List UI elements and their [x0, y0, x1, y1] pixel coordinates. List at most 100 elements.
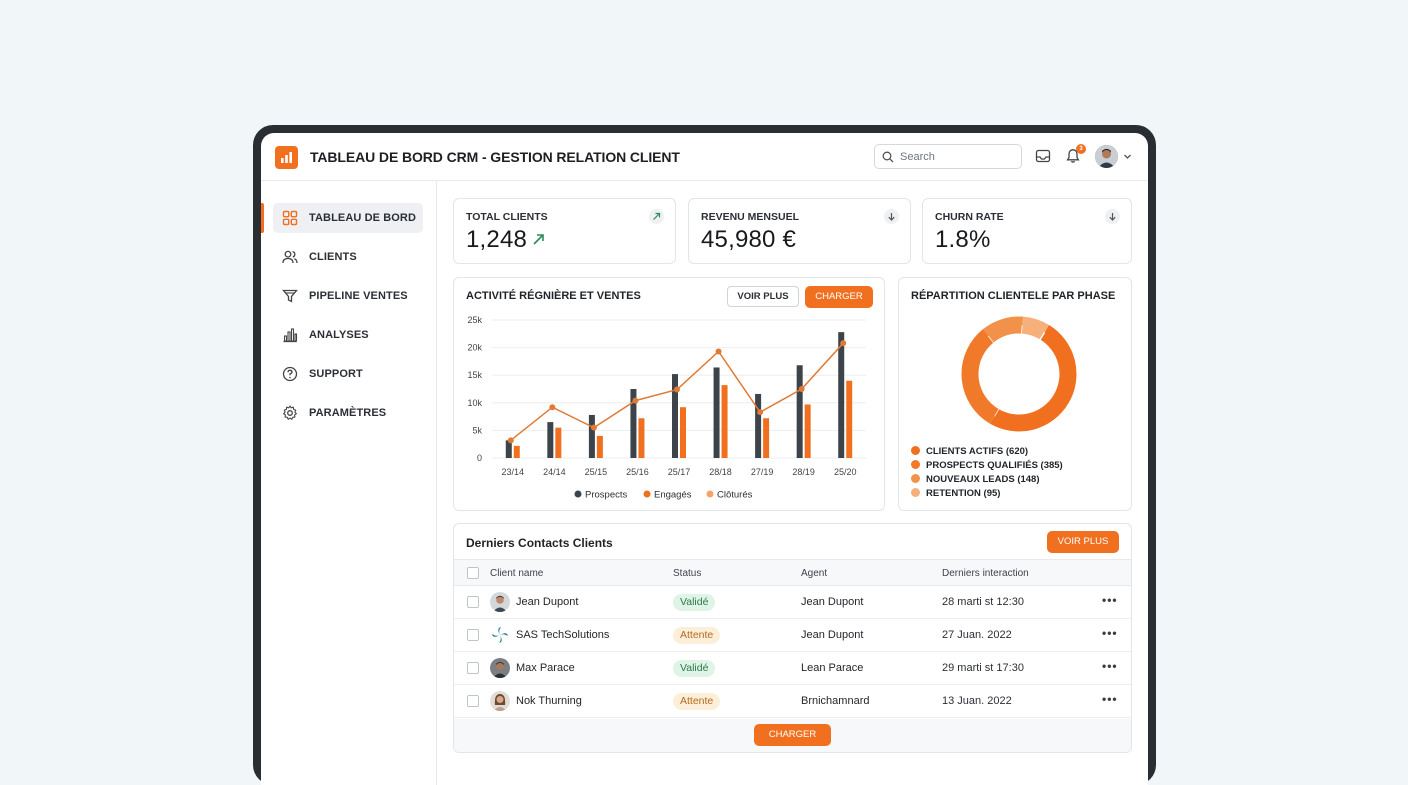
table-row[interactable]: Jean Dupont Validé Jean Dupont 28 marti … [454, 586, 1131, 619]
agent-name: Brnichamnard [801, 695, 870, 707]
legend-dot [911, 474, 920, 483]
point-clotures [715, 348, 722, 355]
legend-label: Clôturés [717, 490, 753, 501]
client-name: Max Parace [516, 662, 575, 674]
bar-engages [555, 427, 562, 458]
see-more-button[interactable]: VOIR PLUS [727, 286, 799, 307]
sidebar-item-label: CLIENTS [309, 251, 357, 263]
donut-slice [961, 329, 999, 424]
grid-icon [282, 210, 298, 226]
slice-separator [987, 335, 995, 344]
column-header[interactable]: Agent [801, 568, 828, 579]
sidebar-item-clients[interactable]: CLIENTS [273, 242, 423, 272]
table-row[interactable]: Nok Thurning Attente Brnichamnard 13 Jua… [454, 685, 1131, 718]
bell-icon[interactable] [1065, 148, 1081, 164]
agent-name: Lean Parace [801, 662, 864, 674]
bar-prospects [547, 422, 554, 458]
bar-prospects [630, 389, 637, 458]
bar-engages [763, 418, 770, 458]
more-options-icon[interactable]: ••• [1102, 593, 1118, 607]
row-checkbox[interactable] [467, 662, 479, 674]
select-all-checkbox[interactable] [467, 567, 479, 579]
legend-dot [574, 490, 582, 498]
row-checkbox[interactable] [467, 629, 479, 641]
point-clotures [632, 397, 639, 404]
bar-engages [513, 445, 520, 458]
app-logo-icon [275, 146, 298, 169]
trend-up-icon [649, 209, 664, 224]
kpi-value: 1.8% [935, 226, 991, 253]
sidebar-item-parametres[interactable]: PARAMÈTRES [273, 398, 423, 428]
kpi-card-total-clients: TOTAL CLIENTS 1,248 [453, 198, 676, 264]
table-footer: CHARGER [454, 719, 1131, 752]
bar-prospects [588, 414, 595, 458]
inbox-icon[interactable] [1035, 148, 1051, 164]
client-name: Jean Dupont [516, 596, 579, 608]
more-options-icon[interactable]: ••• [1102, 692, 1118, 706]
trend-up-arrow-icon [533, 234, 544, 245]
legend-label: NOUVEAUX LEADS (148) [926, 474, 1040, 485]
x-tick-label: 28/18 [709, 467, 732, 477]
legend-dot [706, 490, 714, 498]
arrow-down-icon [1105, 209, 1120, 224]
point-clotures [507, 437, 514, 444]
sidebar-item-label: TABLEAU DE BORD [309, 212, 417, 224]
legend-item-clients-actifs: CLIENTS ACTIFS (620) [911, 446, 1028, 457]
users-icon [282, 250, 298, 264]
x-tick-label: 25/15 [585, 467, 608, 477]
legend-label: PROSPECTS QUALIFIÉS (385) [926, 460, 1063, 471]
status-badge: Attente [673, 693, 721, 710]
contacts-load-button[interactable]: CHARGER [754, 724, 831, 746]
sidebar-item-dashboard[interactable]: TABLEAU DE BORD [261, 203, 423, 233]
kpi-value: 1,248 [466, 226, 528, 253]
column-header[interactable]: Derniers interaction [942, 568, 1029, 579]
x-tick-label: 27/19 [751, 467, 774, 477]
app-window: TABLEAU DE BORD CRM - GESTION RELATION C… [261, 133, 1148, 785]
sidebar: TABLEAU DE BORD CLIENTS PIPELINE VENTES … [261, 181, 437, 785]
load-button[interactable]: CHARGER [805, 286, 873, 308]
last-interaction: 28 marti st 12:30 [942, 596, 1024, 608]
sidebar-item-label: SUPPORT [309, 368, 363, 380]
point-clotures [549, 404, 556, 411]
column-header[interactable]: Client name [490, 568, 544, 579]
column-header[interactable]: Status [673, 568, 702, 579]
x-tick-label: 28/19 [792, 467, 815, 477]
sidebar-item-pipeline[interactable]: PIPELINE VENTES [273, 281, 423, 311]
bar-prospects [755, 393, 762, 458]
last-interaction: 27 Juan. 2022 [942, 629, 1012, 641]
bar-prospects [672, 374, 678, 458]
y-tick-label: 5k [472, 425, 482, 435]
user-avatar[interactable] [1095, 145, 1118, 168]
y-tick-label: 15k [467, 370, 482, 380]
x-tick-label: 25/16 [626, 467, 649, 477]
donut-title: RÉPARTITION CLIENTELE PAR PHASE [911, 290, 1116, 302]
legend-item-nouveaux-leads: NOUVEAUX LEADS (148) [911, 474, 1040, 485]
slice-separator [1039, 331, 1046, 341]
x-tick-label: 23/14 [502, 467, 525, 477]
row-checkbox[interactable] [467, 596, 479, 608]
sidebar-item-support[interactable]: SUPPORT [273, 359, 423, 389]
company-logo-icon [490, 625, 510, 645]
row-checkbox[interactable] [467, 695, 479, 707]
search-input[interactable] [900, 149, 1015, 165]
kpi-label: REVENU MENSUEL [701, 211, 800, 223]
bar-engages [846, 380, 853, 458]
x-tick-label: 25/17 [668, 467, 691, 477]
more-options-icon[interactable]: ••• [1102, 659, 1118, 673]
search-icon [882, 151, 894, 163]
chart-title: ACTIVITÉ RÉGNIÈRE ET VENTES [466, 290, 641, 302]
kpi-label: TOTAL CLIENTS [466, 211, 548, 223]
legend-label: Engagés [654, 490, 692, 501]
x-tick-label: 24/14 [543, 467, 566, 477]
contacts-see-more-button[interactable]: VOIR PLUS [1047, 531, 1119, 553]
table-row[interactable]: Max Parace Validé Lean Parace 29 marti s… [454, 652, 1131, 685]
legend-label: RETENTION (95) [926, 488, 1001, 499]
chevron-down-icon[interactable] [1123, 152, 1132, 161]
person-avatar [490, 658, 510, 678]
sidebar-item-analyses[interactable]: ANALYSES [273, 320, 423, 350]
legend-dot [911, 460, 920, 469]
table-row[interactable]: SAS TechSolutions Attente Jean Dupont 27… [454, 619, 1131, 652]
device-frame: TABLEAU DE BORD CRM - GESTION RELATION C… [253, 125, 1156, 785]
search-box[interactable] [874, 144, 1022, 169]
more-options-icon[interactable]: ••• [1102, 626, 1118, 640]
